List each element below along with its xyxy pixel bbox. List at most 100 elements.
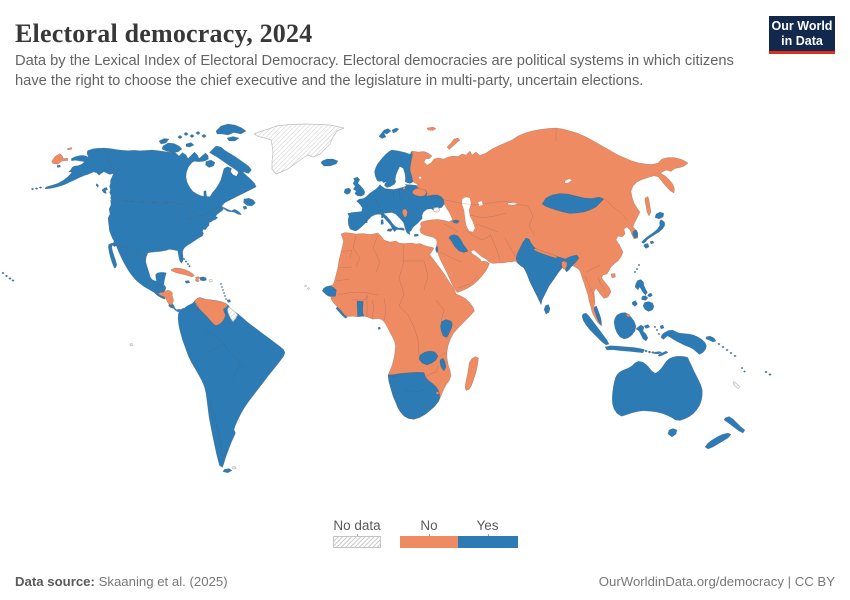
region-vancouver-island[interactable] xyxy=(101,188,107,194)
region-flores[interactable] xyxy=(653,351,663,355)
region-mongolia[interactable] xyxy=(541,193,605,214)
region-aleutian-1[interactable] xyxy=(34,187,39,190)
region-samar[interactable] xyxy=(647,292,653,298)
region-visayas[interactable] xyxy=(641,295,649,301)
region-new-caledonia[interactable] xyxy=(732,381,741,389)
region-cape-verde-1[interactable] xyxy=(307,287,310,290)
region-alaska[interactable] xyxy=(44,147,114,190)
region-sulawesi[interactable] xyxy=(635,324,649,342)
region-new-guinea[interactable] xyxy=(660,329,707,355)
region-scandinavia[interactable] xyxy=(374,149,414,187)
region-chukotka-west[interactable] xyxy=(51,153,69,165)
region-parry-0[interactable] xyxy=(177,135,183,139)
region-wrangel-island[interactable] xyxy=(67,147,73,151)
region-newfoundland[interactable] xyxy=(243,198,256,207)
region-india-ne[interactable] xyxy=(562,254,580,273)
region-denmark[interactable] xyxy=(384,182,391,188)
region-moluccas-0[interactable] xyxy=(653,325,657,329)
map-regions[interactable] xyxy=(1,123,772,474)
region-parry-3[interactable] xyxy=(195,131,201,135)
region-kyushu[interactable] xyxy=(643,243,650,249)
region-halmahera[interactable] xyxy=(659,324,665,330)
region-sumatra[interactable] xyxy=(581,312,610,346)
region-nz-south[interactable] xyxy=(704,432,732,450)
region-ellesmere[interactable] xyxy=(215,123,247,136)
region-crete[interactable] xyxy=(413,233,419,237)
region-lake-baikal[interactable] xyxy=(564,178,573,184)
region-hokkaido[interactable] xyxy=(654,211,665,220)
legend-swatch-no-data[interactable] xyxy=(333,536,381,548)
region-guyana[interactable] xyxy=(227,306,238,322)
region-corsica[interactable] xyxy=(381,214,384,219)
region-israel[interactable] xyxy=(435,246,439,254)
region-nz-north[interactable] xyxy=(723,416,746,434)
region-tasmania[interactable] xyxy=(667,428,678,438)
region-baffin-island[interactable] xyxy=(209,145,252,174)
region-cape-verde-0[interactable] xyxy=(304,284,307,288)
region-king-william[interactable] xyxy=(185,142,195,148)
region-honshu[interactable] xyxy=(641,219,666,244)
region-solomons-1[interactable] xyxy=(721,345,725,349)
region-vanuatu-1[interactable] xyxy=(743,370,746,373)
region-hainan[interactable] xyxy=(610,273,616,279)
region-ryukyu-0[interactable] xyxy=(637,263,641,267)
region-new-britain[interactable] xyxy=(705,335,717,343)
region-ryukyu-2[interactable] xyxy=(633,270,637,274)
region-dominican-republic[interactable] xyxy=(199,276,207,282)
region-venezuela[interactable] xyxy=(194,297,229,326)
region-cuba[interactable] xyxy=(170,267,195,278)
region-lake-balkhash[interactable] xyxy=(507,202,519,206)
region-aleutian-2[interactable] xyxy=(30,187,35,191)
region-nepal[interactable] xyxy=(533,247,558,259)
region-ireland[interactable] xyxy=(343,187,352,195)
region-svalbard-2[interactable] xyxy=(391,127,400,134)
owid-logo[interactable]: Our World in Data xyxy=(769,16,835,55)
region-australia[interactable] xyxy=(611,355,703,421)
region-fiji-0[interactable] xyxy=(764,370,768,374)
region-belarus[interactable] xyxy=(412,187,427,197)
region-bahamas-2[interactable] xyxy=(186,262,190,266)
region-ryukyu-1[interactable] xyxy=(635,267,639,271)
region-kenya[interactable] xyxy=(440,319,453,338)
region-balearic[interactable] xyxy=(364,220,368,224)
region-tierra-del-fuego[interactable] xyxy=(222,468,233,474)
region-solomons-0[interactable] xyxy=(717,342,721,346)
region-bahamas-3[interactable] xyxy=(188,265,191,268)
region-uk[interactable] xyxy=(352,176,366,197)
region-solomons-3[interactable] xyxy=(729,351,733,355)
region-antilles-5[interactable] xyxy=(224,297,228,301)
region-aleutian-0[interactable] xyxy=(38,186,43,189)
region-nova-scotia[interactable] xyxy=(222,207,242,216)
region-palawan[interactable] xyxy=(631,300,638,307)
region-cape-breton[interactable] xyxy=(242,205,248,210)
region-luzon[interactable] xyxy=(636,279,648,296)
region-solomons-4[interactable] xyxy=(733,354,737,358)
region-jamaica[interactable] xyxy=(184,280,191,284)
region-antilles-1[interactable] xyxy=(220,285,224,289)
region-hawaii-0[interactable] xyxy=(1,271,5,275)
region-greenland[interactable] xyxy=(253,123,345,175)
region-lesser-sunda-1[interactable] xyxy=(647,350,652,354)
region-parry-4[interactable] xyxy=(201,134,207,138)
region-madagascar[interactable] xyxy=(464,356,479,391)
region-haiti[interactable] xyxy=(194,276,201,283)
region-mindanao[interactable] xyxy=(642,301,655,312)
region-sri-lanka[interactable] xyxy=(543,304,551,315)
region-novaya-zemlya[interactable] xyxy=(446,137,461,150)
region-antilles-0[interactable] xyxy=(219,282,223,286)
region-southern-africa[interactable] xyxy=(387,372,441,420)
region-puerto-rico[interactable] xyxy=(208,279,213,283)
region-serbia[interactable] xyxy=(402,208,408,218)
region-moluccas-1[interactable] xyxy=(655,328,659,332)
region-victoria-island[interactable] xyxy=(161,142,183,153)
region-asia[interactable] xyxy=(409,127,689,327)
region-lesser-sunda-2[interactable] xyxy=(651,351,655,354)
region-ghana[interactable] xyxy=(356,300,365,317)
region-sierra-leone-liberia[interactable] xyxy=(335,306,348,319)
region-devon-island[interactable] xyxy=(226,136,240,142)
owid-url[interactable]: OurWorldinData.org/democracy | CC BY xyxy=(598,574,835,589)
region-java[interactable] xyxy=(604,345,645,354)
region-falklands[interactable] xyxy=(231,466,237,470)
region-bioko[interactable] xyxy=(377,326,381,330)
